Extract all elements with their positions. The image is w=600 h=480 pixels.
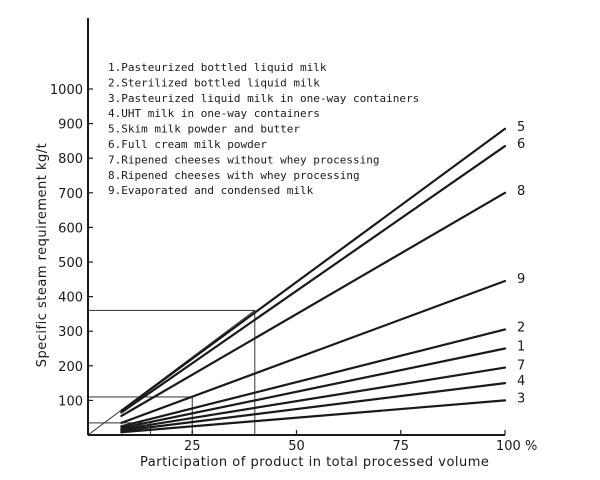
- y-tick-label: 600: [58, 221, 83, 236]
- x-tick-label: 100 %: [496, 439, 537, 454]
- legend-entry: 8.Ripened cheeses with whey processing: [108, 169, 360, 182]
- legend-entry: 7.Ripened cheeses without whey processin…: [108, 153, 380, 166]
- y-tick-label: 100: [58, 394, 83, 409]
- series-line-1: [120, 347, 507, 430]
- y-tick-label: 300: [58, 325, 83, 340]
- series-line-5: [120, 127, 507, 412]
- y-tick-label: 800: [58, 152, 83, 167]
- series-label-8: 8: [517, 184, 525, 199]
- series-label-1: 1: [517, 340, 525, 355]
- series-line-9: [120, 279, 507, 424]
- legend-entry: 5.Skim milk powder and butter: [108, 123, 300, 136]
- axes: [87, 18, 506, 436]
- y-tick-label: 200: [58, 360, 83, 375]
- x-tick-label: 25: [184, 439, 201, 454]
- y-tick-label: 700: [58, 187, 83, 202]
- series-line-2: [120, 328, 507, 428]
- y-axis-label: Specific steam requirement kg/t: [35, 143, 50, 367]
- y-tick-label: 500: [58, 256, 83, 271]
- series-label-2: 2: [517, 320, 525, 335]
- y-tick-label: 400: [58, 291, 83, 306]
- series-labels: 1 2 3 4 5 6 7 8 9: [517, 120, 525, 407]
- legend-entry: 4.UHT milk in one-way containers: [108, 107, 320, 120]
- series-label-6: 6: [517, 137, 525, 152]
- legend-entry: 9.Evaporated and condensed milk: [108, 184, 314, 197]
- tick-labels: 25 50 75 100 %10020030040050060070080090010…: [50, 83, 537, 454]
- series-label-4: 4: [517, 374, 525, 389]
- legend-entry: 3.Pasteurized liquid milk in one-way con…: [108, 92, 419, 105]
- y-tick-label: 1000: [50, 83, 83, 98]
- series-line-3: [120, 399, 507, 434]
- series-label-5: 5: [517, 120, 525, 135]
- legend-entry: 6.Full cream milk powder: [108, 138, 267, 151]
- y-tick-label: 900: [58, 118, 83, 133]
- x-tick-label: 75: [392, 439, 409, 454]
- x-axis-label: Participation of product in total proces…: [140, 455, 489, 470]
- series-line-8: [120, 191, 507, 418]
- series-line-7: [120, 366, 507, 431]
- series-line-6: [120, 144, 507, 414]
- series-label-3: 3: [517, 391, 525, 406]
- x-tick-label: 50: [288, 439, 305, 454]
- legend: 1.Pasteurized bottled liquid milk 2.Steri…: [108, 61, 419, 197]
- series-lines: [120, 127, 507, 434]
- legend-entry: 2.Sterilized bottled liquid milk: [108, 76, 320, 89]
- series-label-7: 7: [517, 359, 525, 374]
- series-line-4: [120, 382, 507, 432]
- series-label-9: 9: [517, 272, 525, 287]
- legend-entry: 1.Pasteurized bottled liquid milk: [108, 61, 327, 74]
